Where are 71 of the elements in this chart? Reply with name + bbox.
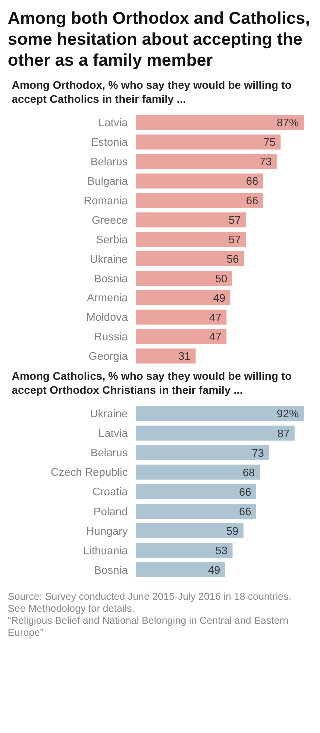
chart-title: Among both Orthodox and Catholics, some hesitation about accepting the other as a family member <box>8 8 312 71</box>
y-tick-label: Latvia <box>98 118 129 130</box>
data-label: 57 <box>228 234 242 246</box>
data-label: 31 <box>178 351 191 364</box>
y-tick-label: Greece <box>92 214 128 227</box>
data-label: 50 <box>215 273 228 286</box>
y-tick-label: Bosnia <box>94 273 129 286</box>
data-label: 73 <box>252 448 264 460</box>
bar <box>136 406 304 422</box>
y-tick-label: Serbia <box>96 234 129 246</box>
y-tick-label: Moldova <box>86 312 129 324</box>
data-label: 92% <box>276 408 300 421</box>
bar <box>136 154 277 170</box>
y-tick-label: Ukraine <box>90 408 128 421</box>
data-label: 49 <box>213 292 226 305</box>
chart-subtitle: Among Catholics, % who say they would be willing to accept Orthodox Christians in their family ... <box>12 370 293 398</box>
data-label: 47 <box>210 312 222 324</box>
y-tick-label: Latvia <box>98 428 129 440</box>
bar <box>136 174 264 189</box>
data-label: 57 <box>228 215 242 228</box>
y-tick-label: Bosnia <box>94 564 129 577</box>
y-tick-label: Russia <box>94 332 129 344</box>
y-tick-label: Bulgaria <box>88 176 129 188</box>
y-tick-label: Croatia <box>92 486 129 499</box>
data-label: 87 <box>278 428 290 440</box>
bar <box>136 542 233 558</box>
y-tick-label: Romania <box>84 195 129 208</box>
bar <box>136 464 260 480</box>
bar <box>136 484 257 500</box>
bar <box>136 348 196 364</box>
bar <box>136 562 226 578</box>
data-label: 73 <box>260 156 272 169</box>
bar <box>136 310 227 325</box>
bar <box>136 134 281 150</box>
y-tick-label: Czech Republic <box>51 467 128 480</box>
y-tick-label: Armenia <box>87 292 129 305</box>
y-tick-label: Estonia <box>91 137 129 150</box>
bar <box>136 504 257 519</box>
y-tick-label: Poland <box>94 506 128 518</box>
data-label: 49 <box>208 564 220 577</box>
data-label: 47 <box>210 332 222 344</box>
data-label: 66 <box>246 176 258 188</box>
y-tick-label: Georgia <box>88 351 129 364</box>
text: “Religious Belief and National Belonging in Central and Eastern Europe” <box>8 616 290 640</box>
data-label: 75 <box>264 137 276 150</box>
bar <box>136 212 246 228</box>
bar <box>136 426 295 441</box>
bar <box>136 270 233 286</box>
bar <box>136 193 264 208</box>
bar <box>136 115 304 130</box>
data-label: 66 <box>239 506 252 518</box>
data-label: 66 <box>246 196 258 208</box>
y-tick-label: Ukraine <box>90 254 128 266</box>
data-label: 66 <box>239 486 252 499</box>
bar <box>136 252 244 267</box>
chart-subtitle: Among Orthodox, % who say they would be willing to accept Catholics in their family ... <box>12 79 293 107</box>
data-label: 87% <box>276 118 300 130</box>
data-label: 68 <box>242 467 256 480</box>
data-label: 59 <box>226 526 239 538</box>
y-tick-label: Lithuania <box>83 545 129 558</box>
bar <box>136 445 270 460</box>
y-tick-label: Belarus <box>90 448 129 460</box>
y-tick-label: Belarus <box>90 156 129 169</box>
y-tick-label: Hungary <box>86 526 128 538</box>
data-label: 56 <box>226 254 240 266</box>
bar <box>136 290 231 306</box>
data-label: 53 <box>216 545 228 558</box>
bar <box>136 523 244 538</box>
bar <box>136 232 246 248</box>
source-note: Source: Survey conducted June 2015-July 2016 in 18 countries. See Methodology for details. <box>8 592 293 616</box>
bar <box>136 329 227 344</box>
